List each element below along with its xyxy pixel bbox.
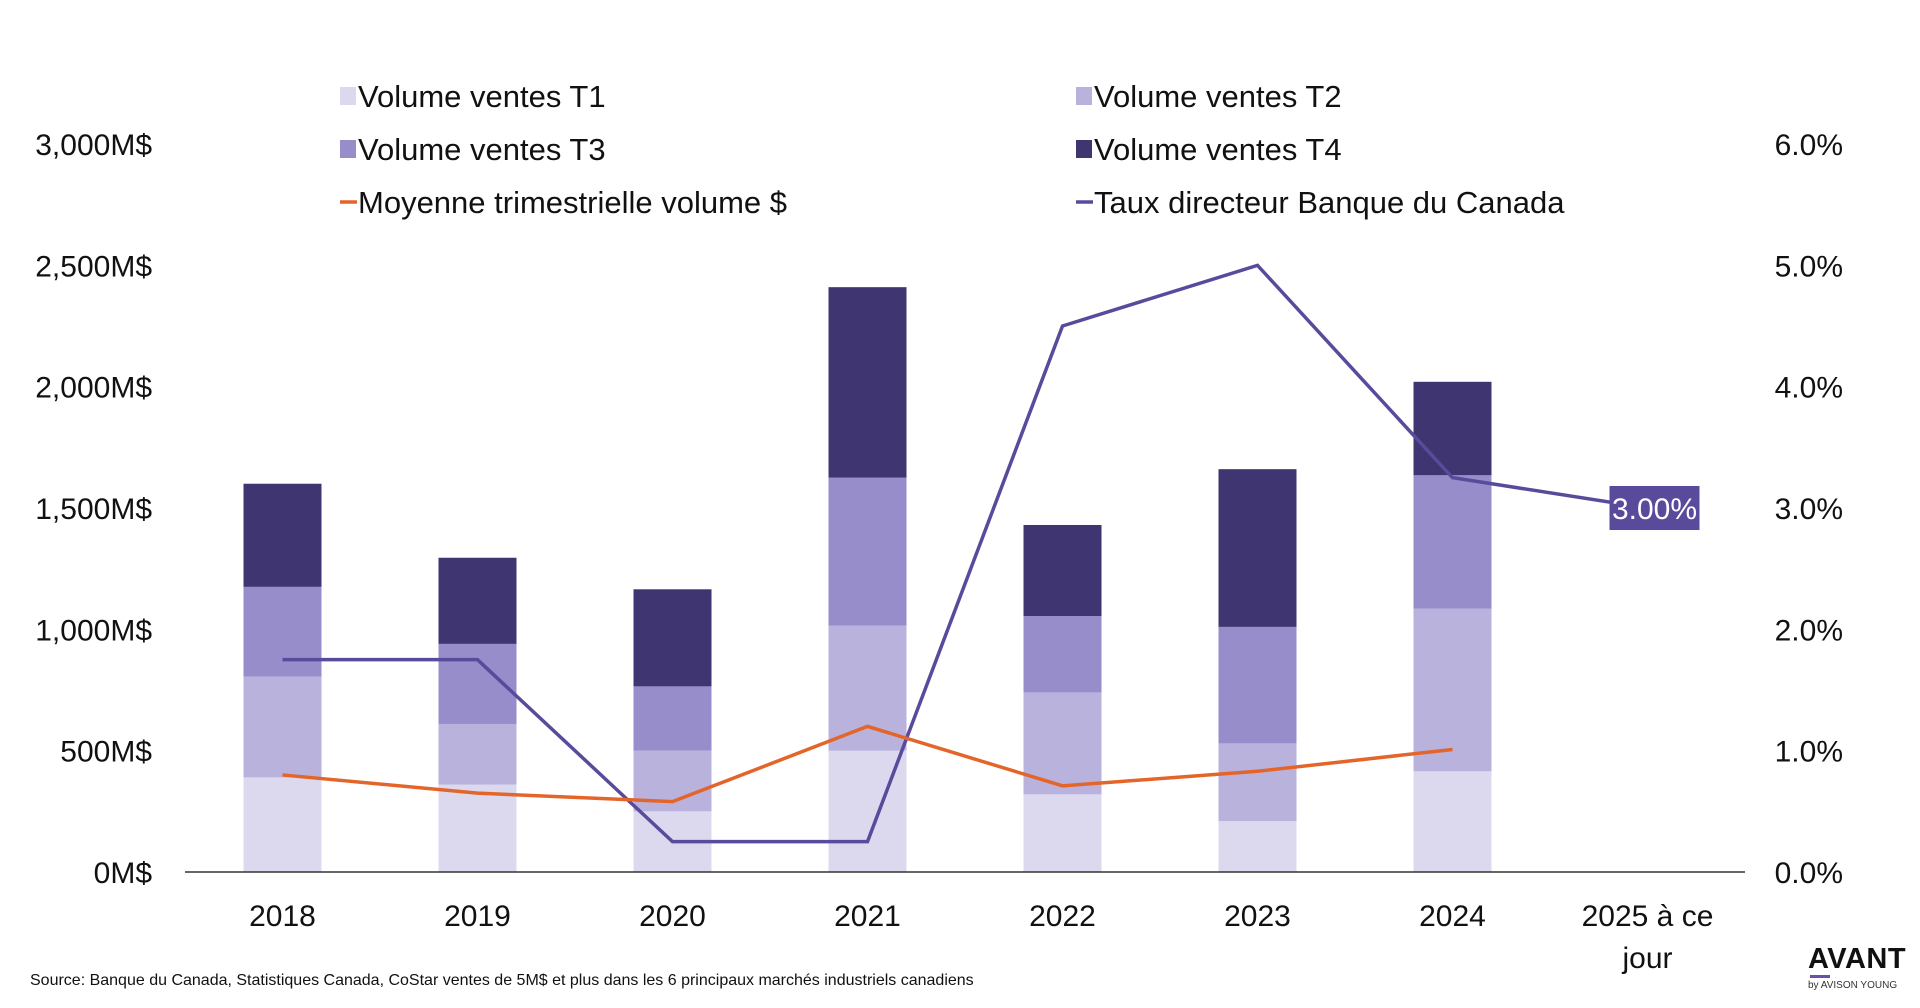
legend: Volume ventes T1 Volume ventes T2 Volume v… <box>340 79 1565 220</box>
right-tick-label: 5.0% <box>1775 250 1843 283</box>
bar-segment-t2 <box>828 625 907 751</box>
right-tick-label: 6.0% <box>1775 129 1843 162</box>
x-tick-label: 2023 <box>1224 900 1291 933</box>
bar-segment-t2 <box>438 723 517 785</box>
bar-segment-t1 <box>1023 794 1102 872</box>
annotation-box <box>1609 486 1700 530</box>
value-annotation: 3.00% <box>1609 486 1700 530</box>
bar-segment-t3 <box>633 686 712 751</box>
x-tick-label: 2019 <box>444 900 511 933</box>
right-tick-label: 3.0% <box>1775 493 1843 526</box>
right-tick-label: 2.0% <box>1775 614 1843 647</box>
bar-segment-t3 <box>1218 626 1297 744</box>
bar-segment-t3 <box>1023 615 1102 693</box>
bar-segment-t1 <box>1218 821 1297 872</box>
logo-main-text: AVANT <box>1808 943 1907 975</box>
bar-segment-t4 <box>1413 381 1492 476</box>
x-tick-label: 2021 <box>834 900 901 933</box>
x-tick-label: 2020 <box>639 900 706 933</box>
left-tick-label: 2,000M$ <box>35 372 152 405</box>
legend-label: Moyenne trimestrielle volume $ <box>358 185 787 220</box>
left-axis-ticks: 0M$ 500M$ 1,000M$ 1,500M$ 2,000M$ 2,500M$ 3,00… <box>35 129 152 890</box>
bar-segment-t4 <box>1023 524 1102 616</box>
right-tick-label: 1.0% <box>1775 736 1843 769</box>
annotation-label: 3.00% <box>1612 493 1697 526</box>
bar-segment-t3 <box>243 586 322 677</box>
legend-label: Taux directeur Banque du Canada <box>1094 185 1565 220</box>
bar-segment-t4 <box>1218 469 1297 627</box>
x-tick-label: 2022 <box>1029 900 1096 933</box>
left-tick-label: 0M$ <box>94 857 153 890</box>
right-axis-ticks: 0.0% 1.0% 2.0% 3.0% 4.0% 5.0% 6.0% <box>1775 129 1843 890</box>
bar-segment-t1 <box>438 784 517 872</box>
x-tick-label: 2018 <box>249 900 316 933</box>
legend-swatch <box>1076 140 1092 158</box>
x-tick-line: jour <box>1621 942 1672 975</box>
bar-segment-t2 <box>1413 608 1492 772</box>
left-tick-label: 1,500M$ <box>35 493 152 526</box>
bar-segment-t4 <box>438 557 517 644</box>
bar-segment-t4 <box>243 483 322 587</box>
bar-segment-t4 <box>828 287 907 478</box>
brand-logo: AVANT by AVISON YOUNG <box>1808 944 1908 991</box>
x-axis-ticks: 2018 2019 2020 2021 2022 2023 2024 2025 à ce jou… <box>249 900 1713 975</box>
legend-label: Volume ventes T4 <box>1094 132 1342 167</box>
left-tick-label: 2,500M$ <box>35 250 152 283</box>
policy-rate-line <box>282 263 1648 844</box>
right-tick-label: 0.0% <box>1775 857 1843 890</box>
average-volume-line <box>282 724 1453 804</box>
right-tick-label: 4.0% <box>1775 372 1843 405</box>
bar-segment-t3 <box>828 477 907 626</box>
legend-label: Volume ventes T2 <box>1094 79 1342 114</box>
left-tick-label: 1,000M$ <box>35 614 152 647</box>
bar-segment-t1 <box>1413 771 1492 872</box>
legend-swatch <box>340 140 356 158</box>
bar-segment-t1 <box>243 777 322 872</box>
bar-segment-t3 <box>1413 475 1492 609</box>
x-tick-line: 2025 à ce <box>1582 900 1714 933</box>
left-tick-label: 500M$ <box>60 736 152 769</box>
legend-label: Volume ventes T1 <box>358 79 606 114</box>
bar-segment-t2 <box>1218 743 1297 822</box>
bar-segment-t4 <box>633 589 712 687</box>
source-note: Source: Banque du Canada, Statistiques C… <box>30 972 974 989</box>
x-tick-label: 2025 à ce jour <box>1582 900 1714 975</box>
legend-swatch <box>1076 87 1092 105</box>
x-tick-label: 2024 <box>1419 900 1486 933</box>
logo-accent-bar <box>1810 975 1830 978</box>
series-lines <box>282 263 1648 844</box>
bar-segment-t2 <box>243 676 322 778</box>
legend-label: Volume ventes T3 <box>358 132 606 167</box>
logo-sub-text: by AVISON YOUNG <box>1808 980 1898 991</box>
left-tick-label: 3,000M$ <box>35 129 152 162</box>
bar-stacks <box>243 287 1492 872</box>
legend-swatch <box>340 87 356 105</box>
